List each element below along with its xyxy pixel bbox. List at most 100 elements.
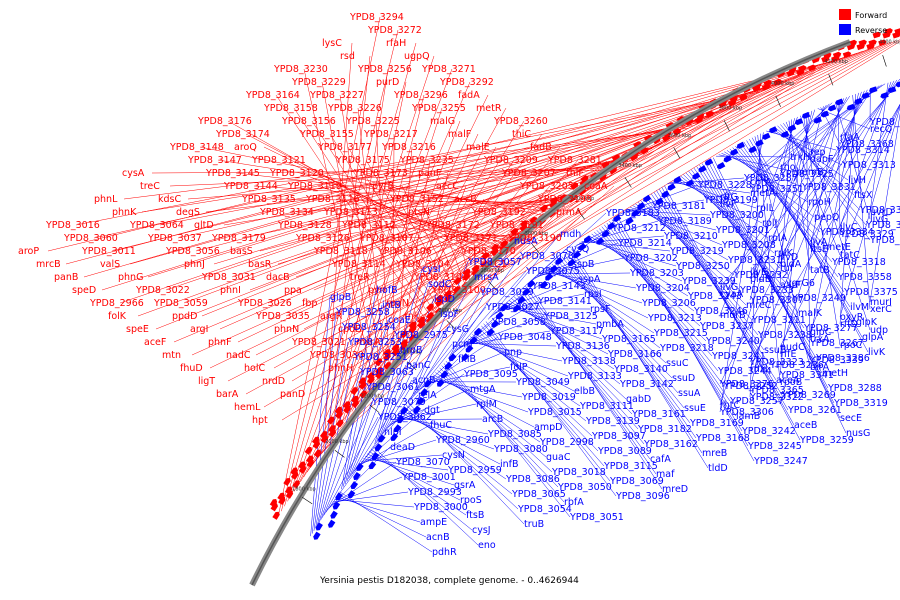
forward-gene-label[interactable]: cpdB <box>338 324 362 335</box>
reverse-gene-label[interactable]: rplL <box>756 203 775 214</box>
reverse-gene-label[interactable]: nlpI <box>384 427 402 438</box>
reverse-gene-label[interactable]: rfaA <box>840 132 860 143</box>
reverse-gene-label[interactable]: YPD8_3169 <box>689 418 744 429</box>
forward-gene-label[interactable]: phnJ <box>184 259 205 270</box>
reverse-gene-label[interactable]: fklB <box>458 354 476 365</box>
reverse-gene-label[interactable]: YPD8_3267 <box>809 338 864 349</box>
reverse-gene-label[interactable]: YPD8_2975 <box>393 330 448 341</box>
reverse-gene-label[interactable]: rpoB <box>780 377 802 388</box>
forward-gene-label[interactable]: ugpQ <box>404 51 430 62</box>
forward-gene-label[interactable]: YPD8_3119 <box>287 181 342 192</box>
forward-gene-label[interactable]: folK <box>108 311 127 322</box>
forward-gene-label[interactable]: YPD8_3174 <box>215 129 270 140</box>
reverse-gene-label[interactable]: YPD8_3111 <box>579 401 634 412</box>
forward-gene-label[interactable]: phnL <box>94 194 118 205</box>
reverse-gene-label[interactable]: YPD8_3142 <box>619 379 674 390</box>
reverse-gene-label[interactable]: ssuD <box>672 373 695 384</box>
reverse-gene-label[interactable]: guaC <box>546 452 571 463</box>
forward-gene-label[interactable]: phnH <box>328 363 353 374</box>
reverse-gene-label[interactable]: xerC <box>870 304 892 315</box>
forward-gene-label[interactable]: YPD8_3271 <box>421 64 476 75</box>
reverse-gene-label[interactable]: pldA <box>780 259 802 270</box>
forward-gene-label[interactable]: YPD8_3152 <box>389 194 444 205</box>
forward-gene-label[interactable]: YPD8_3176 <box>197 116 252 127</box>
forward-gene-label[interactable]: ligT <box>198 376 215 387</box>
reverse-gene-label[interactable]: YPD8_3259 <box>799 435 854 446</box>
forward-gene-label[interactable]: phnN <box>274 324 299 335</box>
reverse-gene-label[interactable]: YPD8_3125 <box>543 311 598 322</box>
reverse-gene-label[interactable]: cyaA <box>720 289 744 300</box>
reverse-gene-label[interactable]: YPD8_2959 <box>447 465 502 476</box>
forward-gene-label[interactable]: YPD8_3037 <box>147 233 202 244</box>
forward-gene-label[interactable]: malF <box>448 129 471 140</box>
forward-gene-label[interactable]: valS <box>100 259 120 270</box>
reverse-gene-label[interactable]: YPD8_3285 <box>869 235 900 246</box>
forward-gene-label[interactable]: ppdD <box>172 311 197 322</box>
reverse-gene-label[interactable]: YPD8_3202 <box>623 253 678 264</box>
reverse-gene-label[interactable]: YPD8_3015 <box>527 407 582 418</box>
reverse-gene-label[interactable]: ftsB <box>466 510 484 521</box>
reverse-gene-label[interactable]: rpoH <box>808 197 831 208</box>
forward-gene-label[interactable]: phnF <box>208 337 232 348</box>
forward-gene-label[interactable]: YPD8_3281 <box>547 155 602 166</box>
forward-gene-label[interactable]: YPD8_3114 <box>331 259 386 270</box>
forward-gene-label[interactable]: malE <box>466 142 490 153</box>
forward-gene-label[interactable]: aceF <box>144 337 166 348</box>
reverse-gene-label[interactable]: recQ <box>870 124 892 135</box>
reverse-gene-label[interactable]: YPD8_3243 <box>687 291 742 302</box>
reverse-gene-label[interactable]: metA <box>750 188 776 199</box>
forward-gene-label[interactable]: rpoN <box>386 298 409 309</box>
forward-gene-label[interactable]: YPD8_3121 <box>251 155 306 166</box>
forward-gene-label[interactable]: phnG <box>118 272 143 283</box>
forward-gene-label[interactable]: kdsC <box>158 194 181 205</box>
reverse-gene-label[interactable]: rffH <box>750 364 768 375</box>
reverse-gene-label[interactable]: mreC <box>746 300 772 311</box>
reverse-gene-label[interactable]: YPD8_3019 <box>521 392 576 403</box>
reverse-gene-label[interactable]: YPD8_3238 <box>757 330 812 341</box>
forward-gene-label[interactable]: argR <box>320 311 343 322</box>
reverse-gene-label[interactable]: YPD8_3140 <box>613 364 668 375</box>
reverse-gene-label[interactable]: YPD8_3358 <box>837 272 892 283</box>
forward-gene-label[interactable]: dacB <box>266 272 290 283</box>
forward-gene-label[interactable]: YPD8_3170 <box>461 246 516 257</box>
reverse-gene-label[interactable]: tldD <box>708 463 728 474</box>
forward-gene-label[interactable]: degS <box>176 207 200 218</box>
reverse-gene-label[interactable]: YPD8_3061 <box>365 382 420 393</box>
forward-gene-label[interactable]: fadB <box>530 142 552 153</box>
forward-gene-label[interactable]: panF <box>418 168 441 179</box>
reverse-gene-label[interactable]: nusA <box>514 236 538 247</box>
reverse-gene-label[interactable]: YPD8_3079 <box>371 397 426 408</box>
forward-gene-label[interactable]: hemL <box>234 402 261 413</box>
reverse-gene-label[interactable]: YPD8_3070 <box>395 457 450 468</box>
reverse-gene-label[interactable]: nudC <box>780 342 805 353</box>
reverse-gene-label[interactable]: rffE <box>780 349 796 360</box>
reverse-gene-label[interactable]: coaE <box>388 315 411 326</box>
forward-gene-label[interactable]: fhuD <box>180 363 203 374</box>
reverse-gene-label[interactable]: mdh <box>560 229 581 240</box>
reverse-gene-label[interactable]: YPD8_3001 <box>401 472 456 483</box>
forward-gene-label[interactable]: holC <box>244 363 265 374</box>
reverse-gene-label[interactable]: folP <box>510 362 528 373</box>
reverse-gene-label[interactable]: acnB <box>426 532 450 543</box>
forward-gene-label[interactable]: tccC1 <box>480 259 507 270</box>
forward-gene-label[interactable]: YPD8_3229 <box>291 77 346 88</box>
forward-gene-label[interactable]: YPD8_3292 <box>439 77 494 88</box>
forward-gene-label[interactable]: panD <box>280 389 305 400</box>
reverse-gene-label[interactable]: YPD8_3085 <box>487 429 542 440</box>
gene-labels[interactable]: YPD8_3294 YPD8_3272 rfaH ugpQ YPD8_3271 YPD8_… <box>18 12 900 558</box>
reverse-gene-label[interactable]: rffD <box>840 319 858 330</box>
reverse-gene-label[interactable]: YPD8_3050 <box>557 482 612 493</box>
reverse-gene-label[interactable]: rpoC <box>840 340 863 351</box>
forward-gene-label[interactable]: panB <box>54 272 78 283</box>
reverse-gene-label[interactable]: YPD8_3078 <box>519 251 574 262</box>
forward-gene-label[interactable]: YPD8_3101 <box>413 272 468 283</box>
forward-gene-label[interactable]: YPD8_3126 <box>295 233 350 244</box>
reverse-gene-label[interactable]: ssuA <box>678 388 701 399</box>
forward-gene-label[interactable]: metR <box>476 103 502 114</box>
reverse-gene-label[interactable]: YPD8_3244 <box>717 366 772 377</box>
reverse-gene-label[interactable]: YPD8_3365 <box>749 385 804 396</box>
reverse-gene-label[interactable]: ilvA <box>810 237 828 248</box>
forward-gene-label[interactable]: YPD8_3100 <box>431 285 486 296</box>
reverse-gene-label[interactable]: YPD8_3375 <box>843 287 898 298</box>
reverse-gene-label[interactable]: YPD8_3183 <box>605 208 660 219</box>
